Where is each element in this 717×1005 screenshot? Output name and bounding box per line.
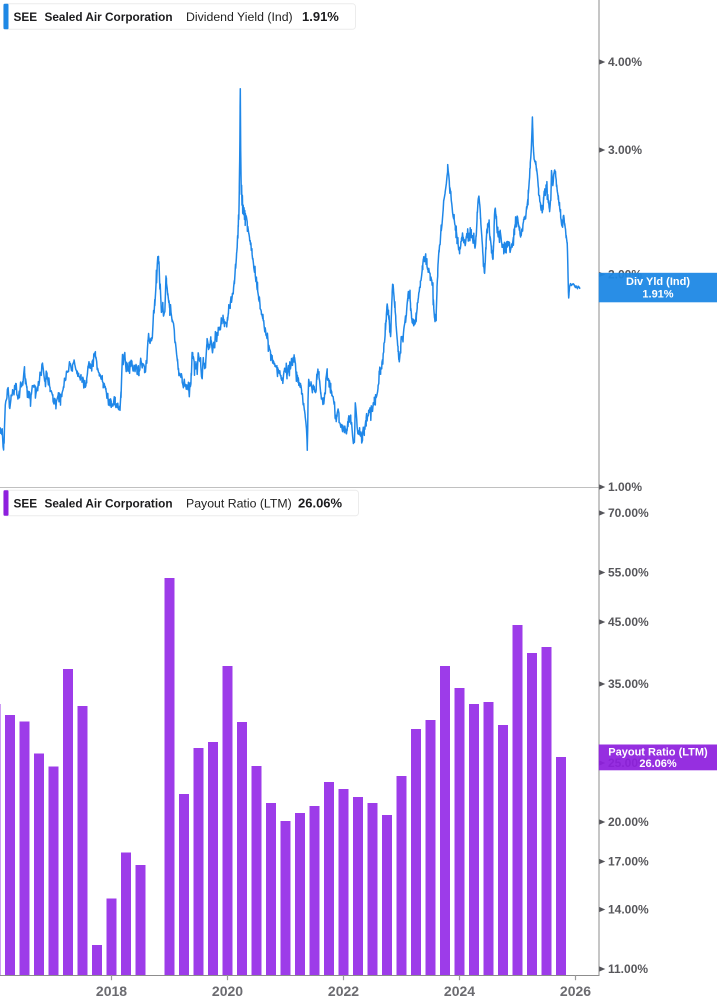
svg-text:1.91%: 1.91% bbox=[642, 288, 673, 300]
svg-text:26.06%: 26.06% bbox=[298, 496, 343, 511]
svg-text:4.00%: 4.00% bbox=[608, 55, 642, 69]
svg-text:70.00%: 70.00% bbox=[608, 506, 649, 520]
svg-text:14.00%: 14.00% bbox=[608, 903, 649, 917]
svg-text:2018: 2018 bbox=[96, 983, 127, 999]
svg-text:55.00%: 55.00% bbox=[608, 566, 649, 580]
svg-text:Payout Ratio (LTM): Payout Ratio (LTM) bbox=[186, 497, 292, 511]
svg-text:35.00%: 35.00% bbox=[608, 677, 649, 691]
svg-text:17.00%: 17.00% bbox=[608, 855, 649, 869]
svg-text:Sealed Air Corporation: Sealed Air Corporation bbox=[45, 10, 173, 24]
svg-text:2020: 2020 bbox=[212, 983, 243, 999]
svg-text:2022: 2022 bbox=[328, 983, 359, 999]
svg-text:Sealed Air Corporation: Sealed Air Corporation bbox=[45, 497, 173, 511]
svg-text:Div Yld (Ind): Div Yld (Ind) bbox=[626, 276, 690, 288]
svg-text:1.00%: 1.00% bbox=[608, 480, 642, 494]
svg-text:20.00%: 20.00% bbox=[608, 815, 649, 829]
svg-text:2026: 2026 bbox=[560, 983, 591, 999]
svg-text:1.91%: 1.91% bbox=[302, 9, 339, 24]
svg-text:Dividend Yield (Ind): Dividend Yield (Ind) bbox=[186, 10, 293, 24]
svg-text:3.00%: 3.00% bbox=[608, 143, 642, 157]
svg-text:Payout Ratio (LTM): Payout Ratio (LTM) bbox=[608, 746, 708, 758]
svg-text:11.00%: 11.00% bbox=[608, 962, 648, 976]
svg-text:26.06%: 26.06% bbox=[639, 758, 677, 770]
svg-text:SEE: SEE bbox=[14, 10, 38, 24]
svg-text:SEE: SEE bbox=[14, 497, 38, 511]
svg-text:2024: 2024 bbox=[444, 983, 475, 999]
svg-text:45.00%: 45.00% bbox=[608, 615, 649, 629]
